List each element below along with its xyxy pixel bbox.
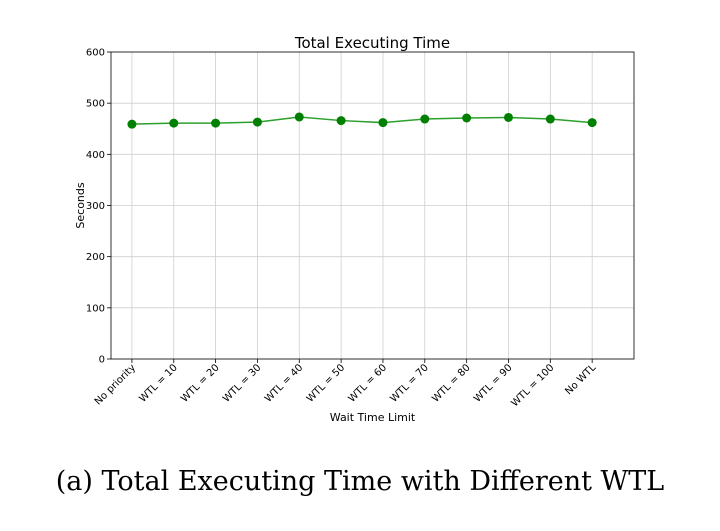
series-line	[131, 116, 593, 125]
data-point	[294, 112, 304, 122]
data-point	[378, 118, 388, 128]
y-tick-label: 200	[86, 252, 105, 263]
data-point	[127, 119, 137, 129]
figure-caption: (a) Total Executing Time with Different …	[55, 466, 665, 497]
data-point	[503, 112, 513, 122]
x-tick-label: WTL = 100	[509, 362, 556, 409]
data-point	[211, 118, 221, 128]
y-tick-label: 600	[86, 48, 105, 59]
y-tick-label: 300	[86, 201, 105, 212]
x-tick-label: No priority	[93, 362, 138, 407]
series-layer	[127, 112, 597, 129]
data-point	[252, 117, 262, 127]
y-tick-label: 400	[86, 150, 105, 161]
y-tick-label: 500	[86, 99, 105, 110]
y-tick-label: 100	[86, 303, 105, 314]
chart-title: Total Executing Time	[294, 34, 450, 52]
y-axis-label: Seconds	[74, 182, 87, 228]
x-tick-label: No WTL	[563, 362, 598, 397]
data-point	[587, 118, 597, 128]
data-point	[336, 116, 346, 126]
x-tick-label: WTL = 90	[472, 362, 514, 404]
x-tick-label: WTL = 50	[305, 362, 347, 404]
data-point	[420, 114, 430, 124]
y-tick-label: 0	[99, 355, 105, 366]
x-tick-label: WTL = 10	[137, 362, 179, 404]
x-tick-label: WTL = 40	[263, 362, 305, 404]
x-axis-label: Wait Time Limit	[330, 411, 416, 424]
x-tick-label: WTL = 80	[430, 362, 472, 404]
data-point	[462, 113, 472, 123]
x-tick-label: WTL = 20	[179, 362, 221, 404]
x-tick-label: WTL = 70	[388, 362, 430, 404]
data-point	[169, 118, 179, 128]
data-point	[545, 114, 555, 124]
x-tick-label: WTL = 30	[221, 362, 263, 404]
grid	[111, 51, 634, 360]
x-tick-label: WTL = 60	[347, 362, 389, 404]
